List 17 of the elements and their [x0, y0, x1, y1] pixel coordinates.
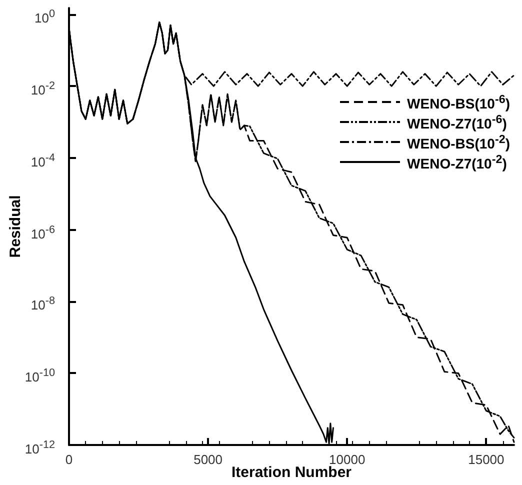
x-tick-label: 10000	[329, 451, 366, 467]
x-tick-label: 15000	[467, 451, 506, 469]
x-tick-label: 0	[65, 452, 73, 467]
x-tick-label: 5000	[194, 452, 223, 467]
legend-label: WENO-BS(10$^{-6}$)	[407, 92, 510, 112]
y-axis-title: Residual	[7, 195, 24, 258]
y-tick-label: 10$^{-4}$	[30, 150, 55, 172]
y-tick-label: 10$^{-12}$	[24, 438, 55, 458]
x-axis-title: Iteration Number	[231, 464, 352, 481]
legend-label: WENO-Z7(10$^{-2}$)	[407, 152, 507, 172]
y-tick-label: 10$^{-8}$	[30, 294, 55, 315]
legend-label: WENO-Z7(10$^{-6}$)	[407, 112, 507, 132]
y-tick-label: 10$^{-10}$	[24, 366, 55, 387]
y-tick-label: 10$^{-2}$	[30, 79, 55, 100]
y-tick-label: 10$^{0}$	[34, 7, 55, 28]
legend-label: WENO-BS(10$^{-2}$)	[407, 132, 510, 152]
y-tick-label: 10$^{-6}$	[30, 222, 55, 243]
